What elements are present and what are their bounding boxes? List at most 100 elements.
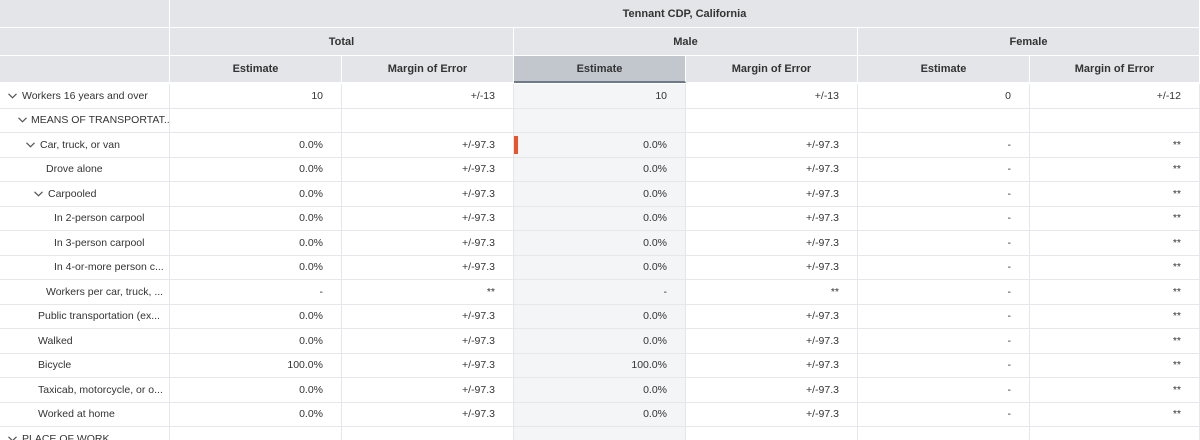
- group-header-male[interactable]: Male: [514, 28, 858, 56]
- cell-value: 0.0%: [643, 310, 667, 323]
- cell-value: **: [1172, 212, 1181, 225]
- cell-value: +/-13: [814, 89, 839, 102]
- cell-value: 0.0%: [299, 383, 323, 396]
- group-header-female[interactable]: Female: [858, 28, 1200, 56]
- table-row: In 4-or-more person c... 0.0% +/-97.3 0.0% +…: [0, 255, 1200, 280]
- male-estimate-cell: 0.0%: [514, 133, 686, 157]
- male-moe-cell: +/-97.3: [686, 402, 858, 426]
- row-label: Worked at home: [38, 408, 115, 421]
- total-estimate-cell: 0.0%: [170, 329, 342, 353]
- cell-value: -: [319, 285, 324, 298]
- cell-value: +/-97.3: [806, 408, 839, 421]
- cell-value: -: [1007, 236, 1012, 249]
- column-header-male-moe[interactable]: Margin of Error: [686, 56, 858, 83]
- cell-value: +/-97.3: [462, 138, 495, 151]
- cell-value: +/-97.3: [806, 163, 839, 176]
- male-estimate-cell: -: [514, 280, 686, 304]
- total-estimate-cell: 0.0%: [170, 304, 342, 328]
- cell-value: **: [1172, 334, 1181, 347]
- table-row: Walked 0.0% +/-97.3 0.0% +/-97.3 - **: [0, 329, 1200, 354]
- chevron-down-icon[interactable]: [8, 93, 18, 99]
- cell-value: -: [1007, 212, 1012, 225]
- chevron-down-icon[interactable]: [8, 436, 18, 440]
- header-row-geo: Tennant CDP, California: [0, 0, 1200, 28]
- geo-header[interactable]: Tennant CDP, California: [170, 0, 1200, 28]
- cell-value: -: [1007, 261, 1012, 274]
- cell-value: +/-12: [1156, 89, 1181, 102]
- cell-value: +/-97.3: [462, 163, 495, 176]
- total-estimate-cell: 0.0%: [170, 231, 342, 255]
- female-estimate-cell: [858, 108, 1030, 132]
- cell-value: **: [1172, 359, 1181, 372]
- row-label-cell: Worked at home: [0, 402, 170, 426]
- total-estimate-cell: 0.0%: [170, 182, 342, 206]
- female-estimate-cell: -: [858, 402, 1030, 426]
- cell-value: 0.0%: [643, 383, 667, 396]
- cell-value: 0.0%: [299, 138, 323, 151]
- male-moe-cell: +/-97.3: [686, 329, 858, 353]
- row-label: Public transportation (ex...: [38, 310, 160, 323]
- table-row: In 3-person carpool 0.0% +/-97.3 0.0% +/-97.…: [0, 231, 1200, 256]
- female-estimate-cell: -: [858, 133, 1030, 157]
- total-moe-cell: +/-97.3: [342, 206, 514, 230]
- male-estimate-cell: 0.0%: [514, 182, 686, 206]
- total-moe-cell: [342, 427, 514, 440]
- female-moe-cell: **: [1030, 255, 1200, 279]
- cell-value: -: [1007, 383, 1012, 396]
- male-moe-cell: +/-97.3: [686, 353, 858, 377]
- male-moe-cell: +/-97.3: [686, 157, 858, 181]
- cell-value: +/-97.3: [462, 383, 495, 396]
- female-moe-cell: **: [1030, 329, 1200, 353]
- chevron-down-icon[interactable]: [34, 191, 44, 197]
- column-header-male-estimate[interactable]: Estimate: [514, 56, 686, 83]
- cell-value: **: [486, 285, 495, 298]
- cell-value: +/-13: [470, 89, 495, 102]
- female-moe-cell: [1030, 108, 1200, 132]
- row-label: Drove alone: [46, 163, 103, 176]
- cell-value: **: [1172, 163, 1181, 176]
- corner-cell: [0, 56, 170, 83]
- row-label-cell: In 4-or-more person c...: [0, 255, 170, 279]
- cell-value: **: [830, 285, 839, 298]
- female-moe-cell: **: [1030, 280, 1200, 304]
- female-moe-cell: **: [1030, 182, 1200, 206]
- cell-value: **: [1172, 383, 1181, 396]
- cell-value: 0.0%: [299, 261, 323, 274]
- total-estimate-cell: 100.0%: [170, 353, 342, 377]
- total-moe-cell: +/-97.3: [342, 353, 514, 377]
- column-header-female-moe[interactable]: Margin of Error: [1030, 56, 1200, 83]
- row-label-cell: Drove alone: [0, 157, 170, 181]
- column-header-total-estimate[interactable]: Estimate: [170, 56, 342, 83]
- table-row: In 2-person carpool 0.0% +/-97.3 0.0% +/-97.…: [0, 206, 1200, 231]
- row-label-cell: Workers 16 years and over: [0, 84, 170, 108]
- column-header-total-moe[interactable]: Margin of Error: [342, 56, 514, 83]
- male-moe-cell: +/-97.3: [686, 182, 858, 206]
- cell-value: -: [1007, 334, 1012, 347]
- total-estimate-cell: 0.0%: [170, 157, 342, 181]
- cell-value: -: [663, 285, 668, 298]
- cell-value: 0.0%: [643, 163, 667, 176]
- chevron-down-icon[interactable]: [26, 142, 36, 148]
- table-row: Taxicab, motorcycle, or o... 0.0% +/-97.3 0…: [0, 378, 1200, 403]
- cell-value: +/-97.3: [806, 310, 839, 323]
- total-estimate-cell: 10: [170, 84, 342, 108]
- chevron-down-icon[interactable]: [18, 117, 27, 123]
- female-estimate-cell: -: [858, 280, 1030, 304]
- female-moe-cell: **: [1030, 157, 1200, 181]
- cell-value: +/-97.3: [462, 334, 495, 347]
- male-estimate-cell: 0.0%: [514, 157, 686, 181]
- column-header-female-estimate[interactable]: Estimate: [858, 56, 1030, 83]
- cell-value: +/-97.3: [462, 359, 495, 372]
- cell-value: **: [1172, 138, 1181, 151]
- group-header-total[interactable]: Total: [170, 28, 514, 56]
- total-moe-cell: [342, 108, 514, 132]
- cell-value: -: [1007, 408, 1012, 421]
- table-row: Workers per car, truck, ... - ** - ** - **: [0, 280, 1200, 305]
- total-moe-cell: +/-97.3: [342, 402, 514, 426]
- male-estimate-cell: 0.0%: [514, 255, 686, 279]
- row-label: Carpooled: [48, 187, 97, 200]
- row-label: Taxicab, motorcycle, or o...: [38, 383, 163, 396]
- table-row: PLACE OF WORK: [0, 427, 1200, 440]
- cell-value: 0.0%: [299, 408, 323, 421]
- cell-value: 0.0%: [643, 261, 667, 274]
